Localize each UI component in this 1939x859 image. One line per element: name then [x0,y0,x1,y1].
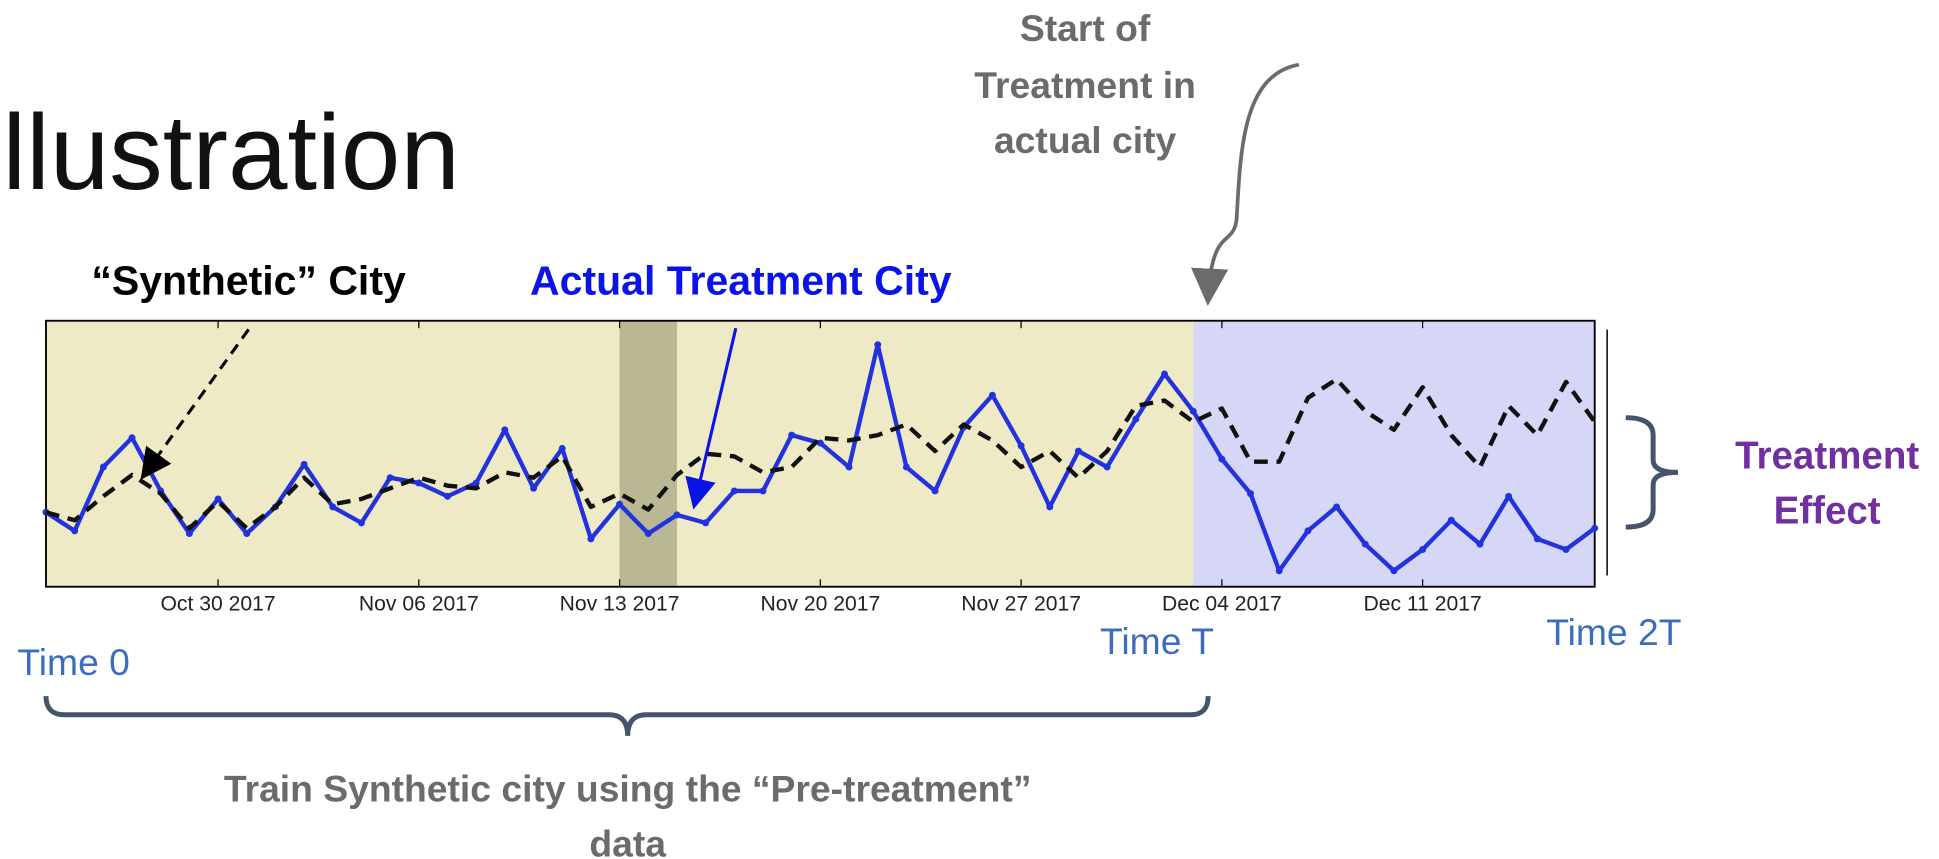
slide-title: Illustration [0,92,460,212]
annotation: Time 2T [1546,611,1681,653]
series-marker [1591,524,1599,532]
series-marker [759,487,767,495]
x-tick-label: Dec 11 2017 [1364,592,1482,615]
series-marker [587,535,595,543]
annotation: Treatment in [974,64,1196,106]
series-marker [1132,415,1140,423]
series-marker [71,527,79,535]
series-marker [530,484,538,492]
series-marker [1476,540,1484,548]
series-marker [702,519,710,527]
arrow [685,327,738,510]
series-marker [444,492,451,500]
annotation: Effect [1774,489,1881,532]
series-marker [1447,516,1455,524]
series-marker [616,500,624,508]
annotation: Treatment [1735,435,1919,478]
series-marker [1562,546,1570,553]
plot-area: Oct 30 2017 Nov 06 2017 Nov 13 2017 Nov 20 … [42,319,1608,615]
series-marker [99,463,107,471]
series-marker [1361,540,1369,548]
series-marker [730,487,738,495]
series-marker [644,530,652,538]
series-marker [1333,503,1341,511]
annotation: Start of [1020,7,1151,49]
x-tick-label: Nov 20 2017 [760,592,880,615]
series-marker [214,495,222,503]
series-marker [128,434,136,442]
shaded-span [1193,320,1595,587]
series-marker [185,530,193,538]
x-tick-label: Nov 27 2017 [961,592,1081,615]
shaded-span [45,320,1194,587]
series-marker [472,479,480,487]
series-marker [1189,407,1197,415]
series-marker [845,463,853,471]
arrow [140,328,250,480]
series-marker [1533,535,1541,543]
series-marker [902,463,910,471]
series-marker [243,530,251,538]
series-marker [988,391,996,399]
series-marker [788,431,796,439]
series-marker [1505,492,1513,500]
series-marker [1046,503,1054,511]
annotation: Train Synthetic city using the “Pre-trea… [224,768,1032,810]
shaded-span [619,320,677,587]
x-tick-label: Nov 13 2017 [560,592,680,615]
series-marker [1074,447,1082,455]
annotation: data [589,822,666,859]
series-marker [1304,527,1312,535]
series-marker [386,474,394,482]
series-marker [816,439,824,447]
series-marker [1390,567,1398,575]
annotation: actual city [994,119,1177,161]
series-marker [1275,567,1283,575]
x-tick-label: Oct 30 2017 [161,592,276,615]
annotation: Time 0 [17,641,130,683]
series-line [45,377,1597,531]
x-tick-label: Nov 06 2017 [359,592,479,615]
series-marker [1103,463,1111,471]
series-marker [1247,490,1255,498]
x-tick-label: Dec 04 2017 [1162,592,1282,615]
series-marker [931,487,939,495]
bracket [43,695,1211,736]
arrow [1191,62,1300,306]
series-marker [501,426,509,434]
brace [1625,415,1679,530]
series-marker [329,503,337,511]
annotation: “Synthetic” City [91,258,406,304]
annotation: Time T [1100,620,1214,662]
annotation: Actual Treatment City [530,258,952,304]
series-marker [1017,442,1025,450]
series-marker [415,479,423,487]
series-marker [1161,370,1168,378]
series-marker [673,511,681,519]
series-marker [1419,546,1427,553]
series-marker [874,341,882,349]
series-marker [558,444,566,452]
series-marker [1218,455,1226,463]
series-marker [357,519,365,527]
series-marker [300,460,308,468]
